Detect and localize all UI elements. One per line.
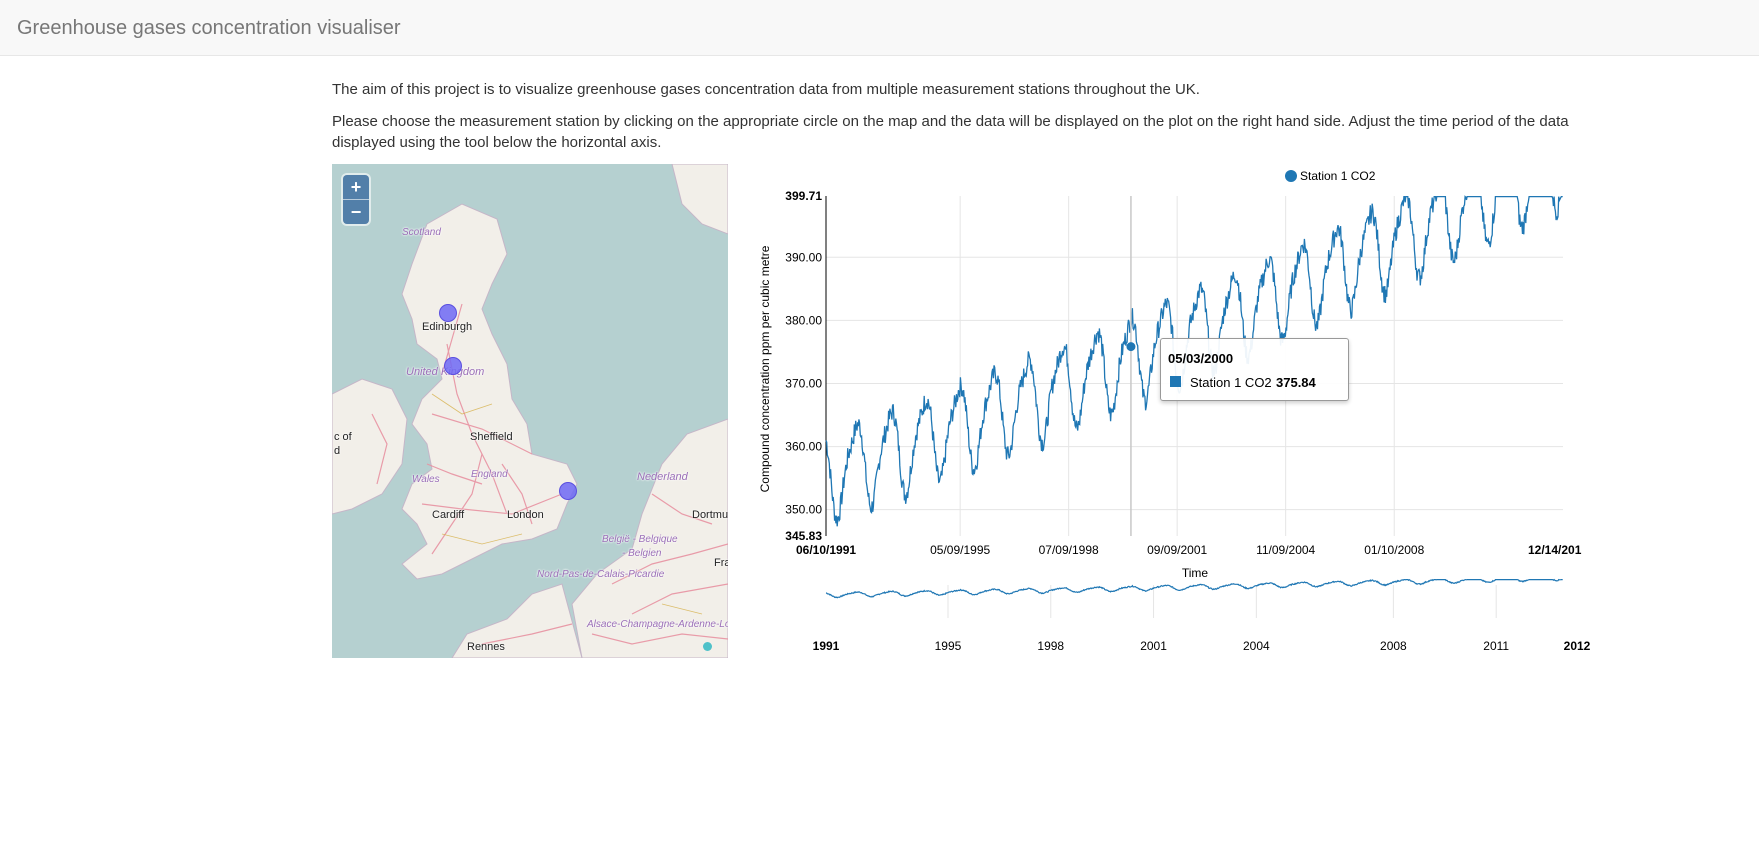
navbar-brand[interactable]: Greenhouse gases concentration visualise… (17, 17, 401, 39)
tooltip-date: 05/03/2000 (1168, 351, 1234, 366)
chart-grid (826, 196, 1563, 536)
map-tiles[interactable] (332, 164, 728, 658)
co2-chart[interactable]: 345.83 350.00 360.00 370.00 380.00 390.00 399.… (755, 164, 1591, 664)
map-label-nord-pas-de-calais: Nord-Pas-de-Calais-Picardie (537, 569, 665, 580)
map-label-sheffield: Sheffield (470, 431, 513, 443)
y-tick-label: 345.83 (785, 529, 822, 543)
map-label-nederland: Nederland (637, 471, 688, 483)
navigator-tick-label: 2008 (1380, 639, 1407, 653)
x-axis-label: Time (1182, 566, 1209, 580)
chart-legend[interactable]: Station 1 CO2 (1285, 169, 1376, 183)
y-tick-label: 360.00 (785, 440, 822, 454)
navigator-tick-label: 2001 (1140, 639, 1167, 653)
navigator-tick-label: 1991 (813, 639, 840, 653)
hover-point[interactable] (1126, 342, 1136, 352)
map-label-united-kingdom: United Kingdom (406, 366, 485, 378)
y-tick-label: 370.00 (785, 376, 822, 390)
station-marker-3[interactable] (559, 482, 577, 500)
x-tick-label: 05/09/1995 (930, 543, 990, 557)
x-tick-label: 07/09/1998 (1039, 543, 1099, 557)
map-label-partial-1: c of (334, 431, 352, 443)
navigator-series-line[interactable] (825, 578, 1563, 599)
tooltip-series-name: Station 1 CO2 (1190, 375, 1272, 390)
x-tick-label: 11/09/2004 (1256, 543, 1315, 557)
legend-label[interactable]: Station 1 CO2 (1300, 169, 1376, 183)
navigator-tick-label: 2012 (1564, 639, 1591, 653)
map-label-fra: Fra (714, 557, 728, 569)
chart-svg[interactable]: 345.83 350.00 360.00 370.00 380.00 390.00 399.… (755, 164, 1591, 664)
station-marker-2[interactable] (444, 357, 462, 375)
navigator-tick-label: 2004 (1243, 639, 1270, 653)
x-tick-label: 01/10/2008 (1364, 543, 1424, 557)
attribution-icon[interactable] (703, 642, 712, 651)
legend-marker (1285, 170, 1297, 182)
station-marker-1[interactable] (439, 304, 457, 322)
x-tick-label: 06/10/1991 (796, 543, 856, 557)
navigator-tick-label: 2011 (1483, 639, 1509, 653)
navigator-tick-label: 1998 (1037, 639, 1064, 653)
map-label-cardiff: Cardiff (432, 509, 465, 521)
intro-paragraph-instructions: Please choose the measurement station by… (332, 113, 1569, 151)
y-tick-label: 390.00 (785, 250, 822, 264)
series-line-station-1-co2[interactable] (825, 195, 1563, 527)
tooltip-value: 375.84 (1276, 375, 1316, 390)
chart-series (825, 195, 1563, 536)
chart-navigator[interactable]: 1991 1995 1998 2001 2004 2008 2011 2012 (813, 578, 1591, 653)
map-label-edinburgh: Edinburgh (422, 321, 473, 333)
zoom-out-button[interactable]: − (343, 199, 369, 224)
intro-paragraph-aim: The aim of this project is to visualize … (332, 81, 1200, 98)
chart-axes: 345.83 350.00 360.00 370.00 380.00 390.00 399.… (785, 189, 1581, 557)
map-label-wales: Wales (412, 474, 440, 485)
map-label-belgien: - Belgien (622, 548, 662, 559)
navigator-tick-label: 1995 (935, 639, 962, 653)
map-label-alsace: Alsace-Champagne-Ardenne-Lo (587, 619, 728, 630)
y-axis-label: Compound concentration ppm per cubic met… (758, 245, 772, 492)
y-tick-label: 380.00 (785, 313, 822, 327)
chart-tooltip: 05/03/2000 Station 1 CO2 375.84 (1160, 338, 1349, 401)
map-label-rennes: Rennes (467, 641, 505, 653)
map-label-belgie: België - Belgique (602, 534, 678, 545)
y-tick-label: 350.00 (785, 503, 822, 517)
zoom-control: + − (343, 175, 369, 224)
map-label-england: England (471, 469, 508, 480)
station-map[interactable]: + − Scotland Edinburgh United Kingdom Sh… (332, 164, 728, 658)
tooltip-swatch (1170, 376, 1181, 387)
map-label-partial-2: d (334, 445, 341, 457)
navbar: Greenhouse gases concentration visualise… (0, 0, 1759, 56)
map-label-london: London (507, 509, 544, 521)
y-tick-label: 399.71 (785, 189, 822, 203)
map-label-scotland: Scotland (402, 227, 441, 238)
zoom-in-button[interactable]: + (343, 175, 369, 199)
map-label-dortmund: Dortmu (692, 509, 728, 521)
x-tick-label: 09/09/2001 (1147, 543, 1207, 557)
x-tick-label: 12/14/201 (1528, 543, 1582, 557)
